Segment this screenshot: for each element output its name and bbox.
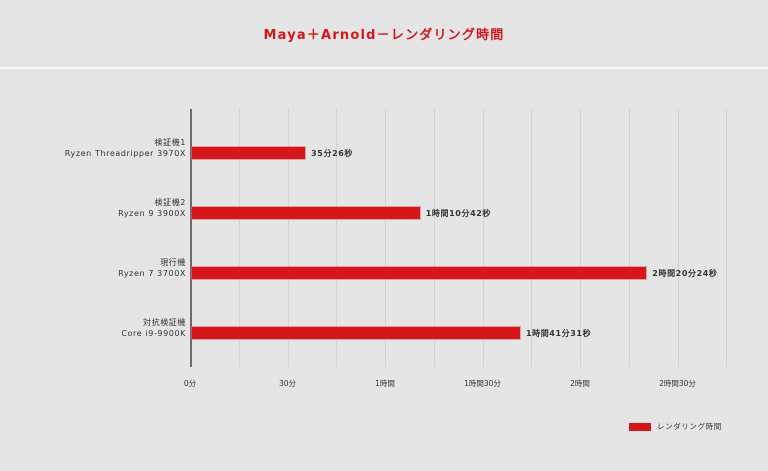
bar xyxy=(192,147,306,159)
gridline xyxy=(385,109,386,367)
title-divider xyxy=(0,67,768,69)
category-label: 現行機 Ryzen 7 3700X xyxy=(118,258,186,278)
gridline xyxy=(531,109,533,367)
category-label: 検証機1 Ryzen Threadripper 3970X xyxy=(64,138,186,158)
bar-value-label: 1時間10分42秒 xyxy=(425,209,491,218)
legend-label: レンダリング時間 xyxy=(657,422,722,431)
gridline xyxy=(482,109,484,367)
x-tick-label: 2時間30分 xyxy=(659,379,696,388)
x-tick-label: 1時間 xyxy=(375,379,395,388)
x-tick-label: 0分 xyxy=(183,379,197,388)
category-label: 対抗検証機 Core i9-9900K xyxy=(121,318,186,338)
x-tick-label: 2時間 xyxy=(570,379,590,388)
gridline xyxy=(336,109,338,367)
gridline xyxy=(287,109,289,367)
gridline xyxy=(726,109,728,367)
gridline xyxy=(580,109,581,367)
bar xyxy=(192,267,647,279)
chart-title: Maya＋Arnold－レンダリング時間 xyxy=(263,28,505,43)
bar-value-label: 35分26秒 xyxy=(311,149,354,158)
plot-area: 35分26秒 1時間10分42秒 2時間20分24秒 1時間41分31秒 xyxy=(190,109,730,367)
category-label: 検証機2 Ryzen 9 3900X xyxy=(118,198,186,218)
gridline xyxy=(433,109,435,367)
gridline xyxy=(677,109,679,367)
y-axis-line xyxy=(190,109,192,367)
x-tick-label: 30分 xyxy=(278,379,297,388)
x-tick-label: 1時間30分 xyxy=(464,379,501,388)
gridline xyxy=(238,109,240,367)
bar xyxy=(192,207,420,219)
legend-swatch xyxy=(629,422,651,431)
bar-value-label: 1時間41分31秒 xyxy=(525,329,592,338)
bar-value-label: 2時間20分24秒 xyxy=(652,269,718,278)
legend: レンダリング時間 xyxy=(629,421,722,432)
gridline xyxy=(628,109,630,367)
bar xyxy=(192,327,520,339)
